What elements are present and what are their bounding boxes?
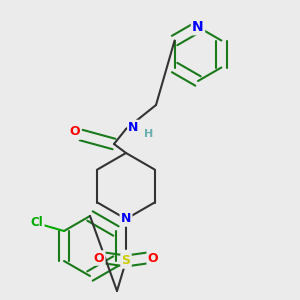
- Text: N: N: [192, 20, 204, 34]
- Text: O: O: [148, 251, 158, 265]
- Text: H: H: [144, 128, 153, 139]
- Text: O: O: [94, 251, 104, 265]
- Text: Cl: Cl: [31, 215, 44, 229]
- Text: O: O: [70, 125, 80, 139]
- Text: N: N: [128, 121, 139, 134]
- Text: S: S: [122, 254, 130, 268]
- Text: N: N: [121, 212, 131, 226]
